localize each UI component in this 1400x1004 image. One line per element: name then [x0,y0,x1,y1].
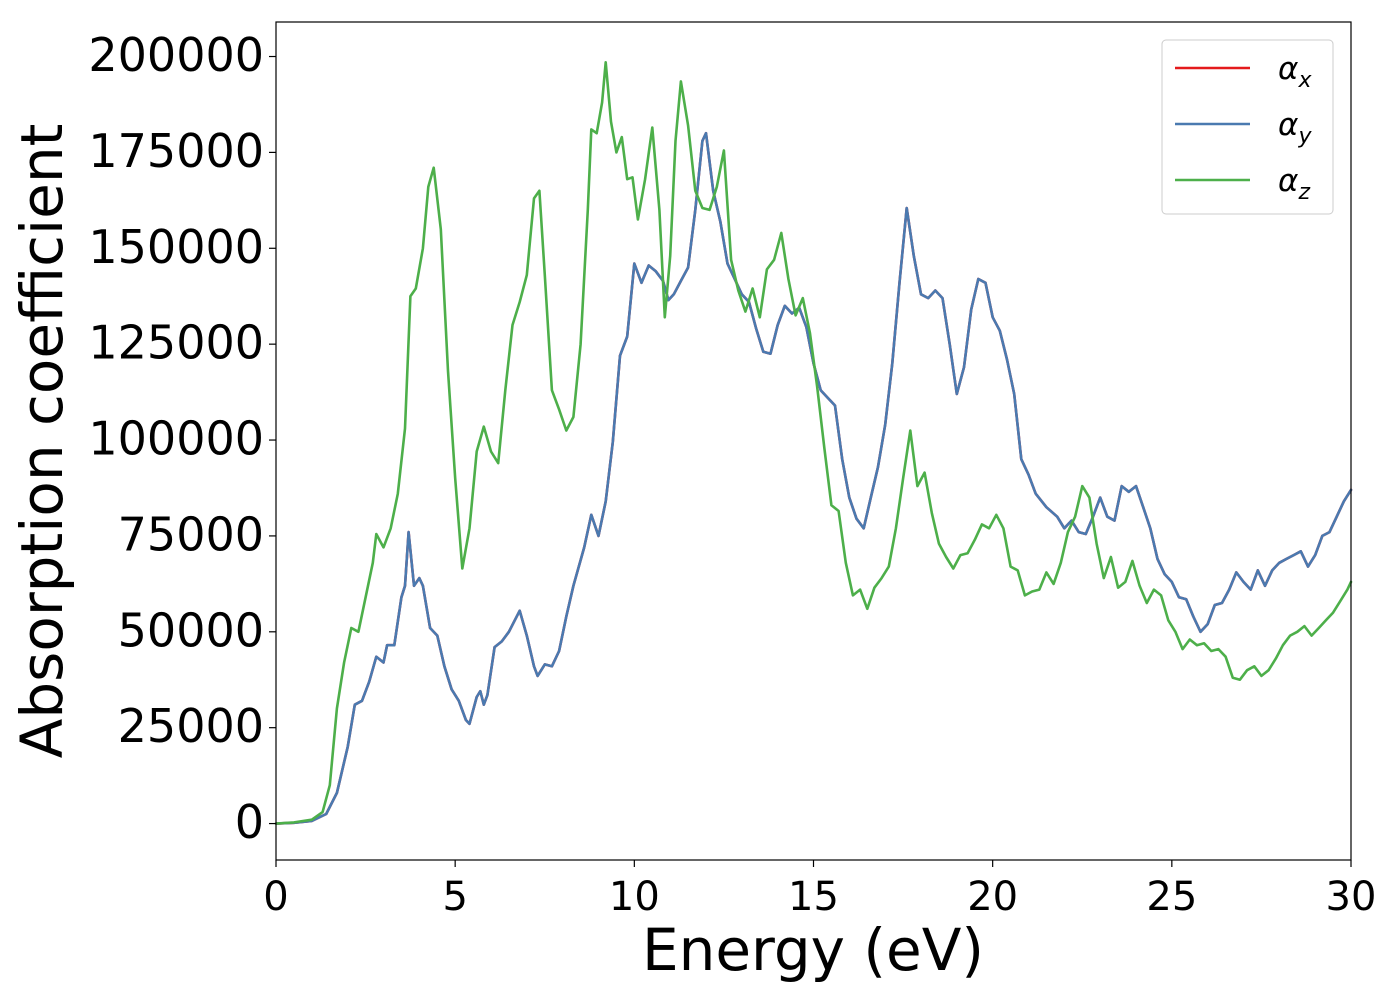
series-layer [274,61,1353,825]
legend-label-subscript: x [1297,68,1312,93]
legend-label-symbol: α [1278,163,1298,199]
y-tick-label: 200000 [88,28,264,82]
y-axis-ticks: 0 25000 50000 75000 100000 125000 150000 175000… [88,28,276,849]
legend-label-symbol: α [1278,107,1298,143]
y-axis-title: Absorption coefficient [8,124,76,759]
legend-entry-y: αy [1175,107,1312,149]
y-tick-label: 125000 [88,316,264,370]
x-tick-label: 0 [263,874,288,920]
series-line-y [274,131,1353,825]
y-tick-label: 0 [235,795,264,849]
series-line-x [274,131,1353,825]
legend-box [1161,39,1334,215]
x-tick-label: 10 [609,874,660,920]
y-tick-label: 175000 [88,124,264,178]
x-tick-label: 5 [442,874,467,920]
legend-label-symbol: α [1278,51,1298,87]
y-tick-label: 150000 [88,220,264,274]
legend-label: αz [1278,163,1310,205]
x-tick-label: 25 [1146,874,1197,920]
legend-label-subscript: y [1297,124,1312,149]
legend-label-subscript: z [1297,180,1310,205]
y-tick-label: 25000 [118,699,264,753]
y-tick-label: 75000 [118,507,264,561]
x-tick-label: 15 [788,874,839,920]
legend-label: αx [1278,51,1312,93]
legend-entry-z: αz [1175,163,1310,205]
x-axis-title: Energy (eV) [642,916,984,984]
series-line-z [274,61,1353,825]
x-tick-label: 20 [967,874,1018,920]
legend-entry-x: αx [1175,51,1312,93]
x-axis-ticks: 0 5 10 15 20 25 30 [263,860,1376,920]
y-tick-label: 50000 [118,603,264,657]
y-tick-label: 100000 [88,412,264,466]
legend-label: αy [1278,107,1312,149]
x-tick-label: 30 [1326,874,1377,920]
